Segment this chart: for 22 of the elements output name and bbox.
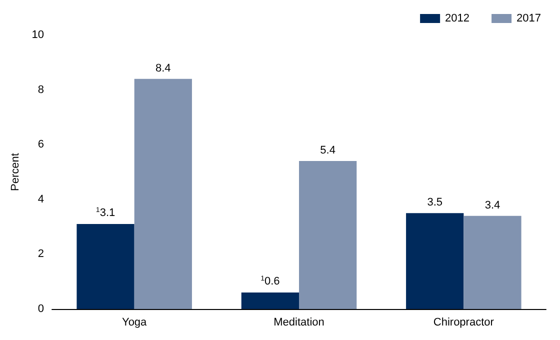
y-tick-label: 8 [38, 84, 44, 96]
y-axis-title: Percent [9, 153, 22, 191]
x-tick-label: Meditation [274, 316, 324, 328]
bar [76, 224, 134, 309]
bar [406, 213, 464, 309]
data-label: 5.4 [320, 144, 336, 157]
y-tick-label: 10 [32, 29, 44, 41]
x-tick-label: Yoga [122, 316, 148, 328]
y-tick-label: 0 [38, 303, 44, 315]
legend-label: 2017 [516, 12, 542, 24]
bar [241, 292, 299, 309]
x-tick-label: Chiropractor [433, 316, 494, 328]
data-label: 3.5 [427, 196, 442, 209]
legend-label: 2012 [445, 12, 470, 24]
bar [464, 216, 522, 309]
y-tick-label: 6 [38, 138, 44, 151]
y-tick-label: 4 [38, 193, 44, 206]
data-label: 8.4 [156, 62, 171, 74]
bar [299, 161, 357, 309]
bar [134, 78, 192, 309]
data-label: 3.4 [484, 199, 500, 212]
y-tick-label: 2 [38, 248, 44, 260]
